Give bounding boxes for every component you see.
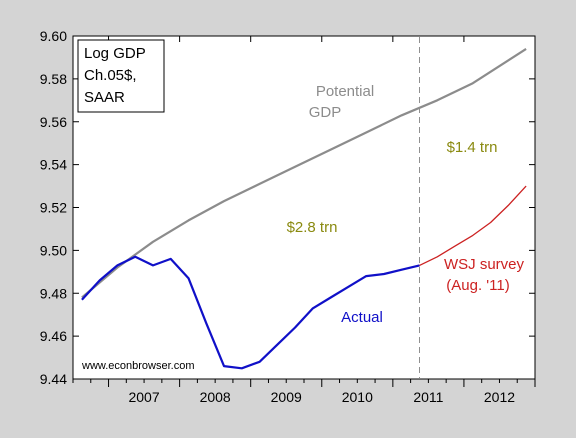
potential-gdp-label-line-1: Potential — [316, 83, 374, 100]
legend-line-2: Ch.05$, — [84, 67, 137, 84]
legend-line-1: Log GDP — [84, 45, 146, 62]
legend-box: Log GDP Ch.05$, SAAR — [77, 39, 165, 113]
wsj-survey-label-line-2: (Aug. '11) — [446, 277, 509, 294]
watermark: www.econbrowser.com — [81, 360, 195, 372]
y-tick-label: 9.56 — [40, 114, 67, 130]
y-tick-label: 9.54 — [40, 157, 67, 173]
x-axis-tick-labels: 2007 2008 2009 2010 2011 2012 — [128, 389, 515, 405]
wsj-survey-forecast-line — [419, 185, 527, 266]
actual-gdp-line — [81, 255, 420, 370]
potential-gdp-line — [81, 47, 527, 299]
y-tick-label: 9.48 — [40, 285, 67, 301]
y-tick-label: 9.44 — [40, 371, 67, 387]
x-tick-label: 2011 — [413, 389, 443, 405]
y-tick-label: 9.50 — [40, 242, 67, 258]
x-tick-label: 2008 — [200, 389, 231, 405]
x-tick-label: 2010 — [342, 389, 373, 405]
y-axis-tick-labels: 9.44 9.46 9.48 9.50 9.52 9.54 9.56 9.58 9.60 — [40, 28, 67, 387]
x-axis-ticks — [72, 36, 536, 387]
x-tick-label: 2009 — [271, 389, 302, 405]
legend-line-3: SAAR — [84, 89, 125, 106]
legend-box-frame — [77, 39, 165, 113]
y-tick-label: 9.46 — [40, 328, 67, 344]
y-tick-label: 9.60 — [40, 28, 67, 44]
x-tick-label: 2007 — [128, 389, 159, 405]
y-axis-ticks — [73, 35, 535, 380]
gap-annotation-1-4-trn: $1.4 trn — [447, 139, 498, 156]
y-tick-label: 9.52 — [40, 200, 67, 216]
series-lines — [81, 47, 527, 370]
potential-gdp-label-line-2: GDP — [309, 104, 342, 121]
actual-label: Actual — [341, 309, 383, 326]
y-tick-label: 9.58 — [40, 71, 67, 87]
wsj-survey-label-line-1: WSJ survey — [444, 256, 525, 273]
x-tick-label: 2012 — [484, 389, 515, 405]
gap-annotation-2-8-trn: $2.8 trn — [287, 219, 338, 236]
